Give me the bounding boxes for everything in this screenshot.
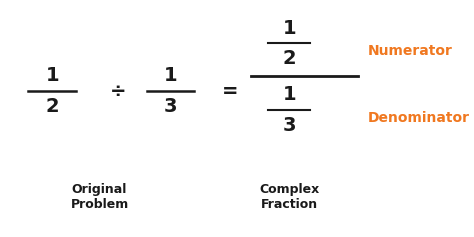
Text: 1: 1 — [283, 19, 296, 38]
Text: 1: 1 — [164, 66, 177, 85]
Text: 1: 1 — [46, 66, 59, 85]
Text: Complex
Fraction: Complex Fraction — [259, 183, 319, 211]
Text: Denominator: Denominator — [367, 111, 469, 126]
Text: Original
Problem: Original Problem — [71, 183, 128, 211]
Text: 2: 2 — [46, 97, 59, 116]
Text: 3: 3 — [283, 116, 296, 135]
Text: 2: 2 — [283, 49, 296, 68]
Text: =: = — [222, 82, 238, 101]
Text: Numerator: Numerator — [367, 44, 452, 58]
Text: ÷: ÷ — [110, 82, 127, 101]
Text: 1: 1 — [283, 85, 296, 104]
Text: 3: 3 — [164, 97, 177, 116]
